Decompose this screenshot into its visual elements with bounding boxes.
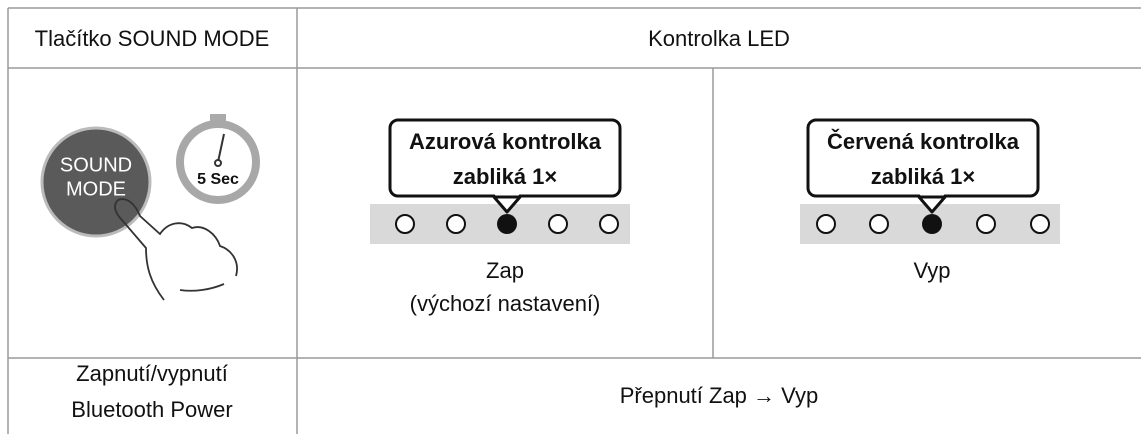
callout-text: zabliká 1×: [453, 164, 558, 189]
callout-text: zabliká 1×: [871, 164, 976, 189]
timer-pivot: [214, 159, 222, 167]
led: [816, 214, 836, 234]
illustration: SOUND MODE 5 Sec: [40, 114, 260, 301]
state-label: Zap: [486, 258, 524, 283]
button-icon: [40, 126, 152, 238]
led: [548, 214, 568, 234]
led: [976, 214, 996, 234]
callout-tail: [917, 195, 947, 214]
table-grid: [7, 7, 1141, 434]
led-state: Červená kontrolka zabliká 1× Vyp: [800, 118, 1060, 283]
header-cell: Kontrolka LED: [648, 26, 790, 51]
hand-drawing: [114, 198, 238, 301]
timer-text: 5 Sec: [197, 171, 239, 188]
led-state: Azurová kontrolka zabliká 1× Zap (výchoz…: [370, 118, 630, 316]
timer-crown: [210, 114, 226, 122]
state-label: Vyp: [913, 258, 950, 283]
button-text: MODE: [66, 178, 126, 200]
led-lit: [922, 214, 942, 234]
led: [395, 214, 415, 234]
callout-text: Červená kontrolka: [827, 129, 1020, 154]
timer-hand: [217, 133, 225, 163]
footer-action: Přepnutí Zap → Vyp: [620, 383, 819, 408]
footer-label: Bluetooth Power: [71, 397, 232, 422]
led: [446, 214, 466, 234]
callout-text: Azurová kontrolka: [409, 129, 602, 154]
led: [1030, 214, 1050, 234]
header-cell: Tlačítko SOUND MODE: [35, 26, 270, 51]
button-text: SOUND: [60, 154, 132, 176]
state-label: (výchozí nastavení): [410, 291, 601, 316]
led: [869, 214, 889, 234]
footer-label: Zapnutí/vypnutí: [76, 361, 228, 386]
led: [599, 214, 619, 234]
callout-tail: [492, 195, 522, 214]
led-lit: [497, 214, 517, 234]
